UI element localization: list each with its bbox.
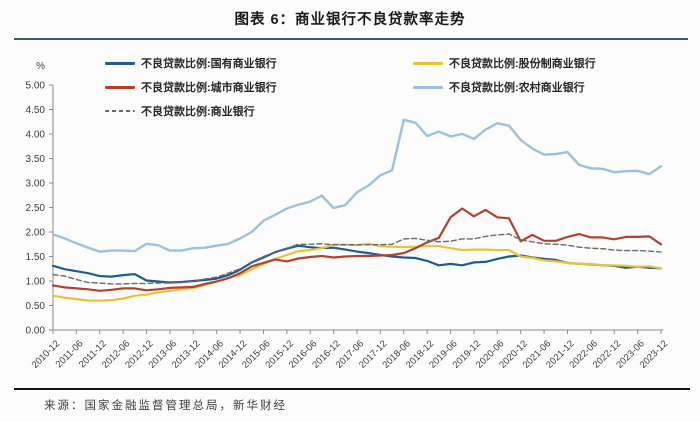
y-axis-unit: % — [36, 61, 45, 72]
bottom-divider — [14, 388, 690, 390]
legend-label-joint-stock: 不良贷款比例:股份制商业银行 — [449, 58, 596, 70]
series-line-commercial — [52, 233, 662, 285]
legend-item-city: 不良贷款比例:城市商业银行 — [105, 80, 277, 94]
legend-item-joint-stock: 不良贷款比例:股份制商业银行 — [413, 56, 596, 70]
legend-label-rural: 不良贷款比例:农村商业银行 — [449, 82, 585, 94]
y-tick-label: 3.00 — [26, 179, 46, 190]
city-line-swatch — [105, 85, 135, 89]
state-owned-line-swatch — [105, 61, 135, 65]
y-tick-label: 1.00 — [26, 277, 46, 288]
legend-column-right: 不良贷款比例:股份制商业银行 不良贷款比例:农村商业银行 — [413, 56, 596, 94]
legend-label-state-owned: 不良贷款比例:国有商业银行 — [141, 58, 277, 70]
source-note: 来源：国家金融监督管理总局，新华财经 — [44, 400, 287, 412]
series-line-city — [51, 207, 663, 292]
legend-item-state-owned: 不良贷款比例:国有商业银行 — [105, 56, 277, 70]
y-tick-label: 4.00 — [26, 130, 46, 141]
y-tick-label: 5.00 — [26, 81, 46, 92]
y-tick-label: 1.50 — [26, 252, 46, 263]
legend-label-commercial: 不良贷款比例:商业银行 — [141, 106, 255, 118]
commercial-line-swatch — [105, 110, 135, 112]
y-tick-label: 4.50 — [26, 105, 46, 116]
y-tick-label: 0.00 — [26, 326, 46, 337]
figure-title: 图表 6：商业银行不良贷款率走势 — [234, 12, 466, 28]
legend-label-city: 不良贷款比例:城市商业银行 — [141, 82, 277, 94]
y-tick-label: 2.50 — [26, 203, 46, 214]
legend-item-rural: 不良贷款比例:农村商业银行 — [413, 80, 596, 94]
series-line-rural — [51, 118, 663, 253]
top-divider — [14, 38, 688, 40]
legend-column-left: 不良贷款比例:国有商业银行 不良贷款比例:城市商业银行 不良贷款比例:商业银行 — [105, 56, 277, 118]
joint-stock-line-swatch — [413, 61, 443, 65]
legend-item-commercial: 不良贷款比例:商业银行 — [105, 104, 277, 118]
y-tick-label: 2.00 — [26, 228, 46, 239]
y-tick-label: 0.50 — [26, 301, 46, 312]
rural-line-swatch — [413, 85, 443, 89]
y-tick-label: 3.50 — [26, 154, 46, 165]
